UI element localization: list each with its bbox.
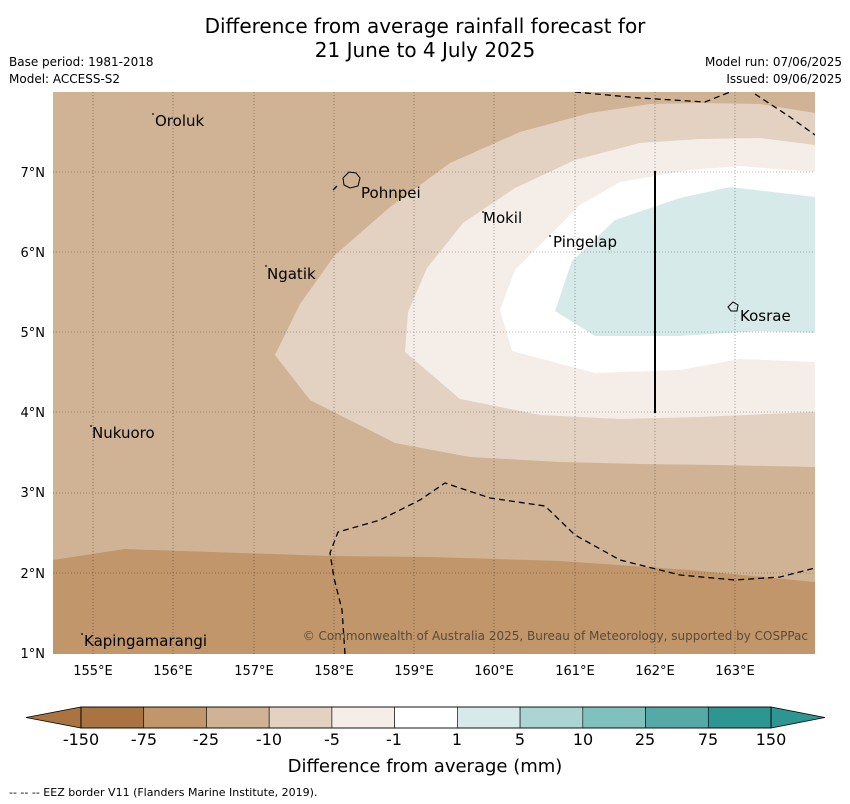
band-minus75-to-minus25 [53, 549, 815, 654]
colorbar-extend-low [25, 706, 82, 729]
colorbar: -150 -75 -25 -10 -5 -1 1 5 10 25 75 150 … [25, 706, 826, 777]
colorbar-tick-label: -75 [131, 730, 157, 749]
lat-tick-label: 7°N [21, 166, 46, 181]
oroluk-marker [152, 113, 154, 115]
colorbar-tick-label: -5 [324, 730, 340, 749]
colorbar-segment [394, 706, 458, 729]
nukuoro-marker [90, 425, 92, 427]
lon-tick-label: 159°E [394, 664, 434, 679]
base-period-text: Base period: 1981-2018 [9, 55, 154, 69]
eez-border [329, 92, 815, 654]
atoll-markers [81, 113, 551, 635]
colorbar-tick-label: -1 [386, 730, 402, 749]
lat-tick-label: 6°N [21, 246, 46, 261]
title-line-2: 21 June to 4 July 2025 [314, 38, 536, 62]
lat-tick-labels: 1°N 2°N 3°N 4°N 5°N 6°N 7°N [21, 166, 46, 662]
ngatik-marker [265, 265, 267, 267]
colorbar-segment [331, 706, 395, 729]
colorbar-segments [80, 706, 772, 729]
colorbar-tick-label: 1 [452, 730, 462, 749]
colorbar-segment [457, 706, 521, 729]
lat-tick-label: 1°N [21, 647, 46, 662]
colorbar-tick-label: -150 [63, 730, 99, 749]
colorbar-tick-label: 5 [515, 730, 525, 749]
colorbar-segment [582, 706, 646, 729]
colorbar-segment [143, 706, 207, 729]
lon-tick-label: 163°E [715, 664, 755, 679]
pingelap-marker [549, 235, 551, 237]
eez-footnote: -- -- -- EEZ border V11 (Flanders Marine… [9, 786, 318, 799]
place-mokil: Mokil [483, 209, 522, 227]
colorbar-tick-label: 150 [756, 730, 787, 749]
model-run-text: Model run: 07/06/2025 [704, 55, 842, 69]
lat-tick-label: 4°N [21, 406, 46, 421]
issued-text: Issued: 09/06/2025 [726, 72, 842, 86]
meta-left: Base period: 1981-2018 Model: ACCESS-S2 [9, 54, 154, 88]
colorbar-extend-high [770, 706, 826, 729]
colorbar-segment [519, 706, 584, 729]
colorbar-tick-label: -10 [256, 730, 282, 749]
band-plus1-to-plus5 [555, 187, 815, 336]
mokil-marker [482, 211, 484, 213]
colorbar-segment [206, 706, 270, 729]
kosrae-island-outline [727, 301, 739, 312]
lon-tick-label: 155°E [73, 664, 113, 679]
meta-right: Model run: 07/06/2025 Issued: 09/06/2025 [705, 54, 842, 88]
lon-tick-label: 160°E [474, 664, 514, 679]
colorbar-segment [80, 706, 145, 729]
lat-tick-label: 5°N [21, 326, 46, 341]
lon-tick-label: 158°E [314, 664, 354, 679]
colorbar-segment [707, 706, 772, 729]
colorbar-tick-label: -25 [193, 730, 219, 749]
lon-tick-label: 162°E [635, 664, 675, 679]
place-pingelap: Pingelap [553, 233, 617, 251]
lon-tick-labels: 155°E 156°E 157°E 158°E 159°E 160°E 161°… [73, 664, 755, 679]
place-kapingamarangi: Kapingamarangi [84, 632, 207, 650]
colorbar-tick-label: 10 [573, 730, 593, 749]
place-ngatik: Ngatik [267, 265, 316, 283]
lon-tick-label: 161°E [555, 664, 595, 679]
copyright-notice: © Commonwealth of Australia 2025, Bureau… [303, 629, 808, 643]
place-kosrae: Kosrae [740, 307, 791, 325]
place-pohnpei: Pohnpei [361, 184, 421, 202]
model-text: Model: ACCESS-S2 [9, 72, 121, 86]
colorbar-segment [268, 706, 333, 729]
colorbar-segment [645, 706, 709, 729]
lon-tick-label: 157°E [234, 664, 274, 679]
lat-tick-label: 2°N [21, 567, 46, 582]
colorbar-tick-label: 75 [698, 730, 718, 749]
colorbar-tick-label: 25 [635, 730, 655, 749]
lat-tick-label: 3°N [21, 486, 46, 501]
place-nukuoro: Nukuoro [92, 424, 155, 442]
place-oroluk: Oroluk [155, 112, 204, 130]
rainfall-anomaly-map: Oroluk Pohnpei Mokil Pingelap Ngatik Kos… [53, 92, 815, 654]
kapingamarangi-marker [81, 633, 83, 635]
chart-title: Difference from average rainfall forecas… [0, 14, 850, 62]
colorbar-tick-labels: -150 -75 -25 -10 -5 -1 1 5 10 25 75 150 [63, 730, 786, 749]
colorbar-title: Difference from average (mm) [288, 756, 563, 777]
title-line-1: Difference from average rainfall forecas… [204, 14, 646, 38]
pohnpei-island-outline [342, 171, 361, 189]
colorbar-outline [80, 706, 772, 729]
lon-tick-label: 156°E [153, 664, 193, 679]
